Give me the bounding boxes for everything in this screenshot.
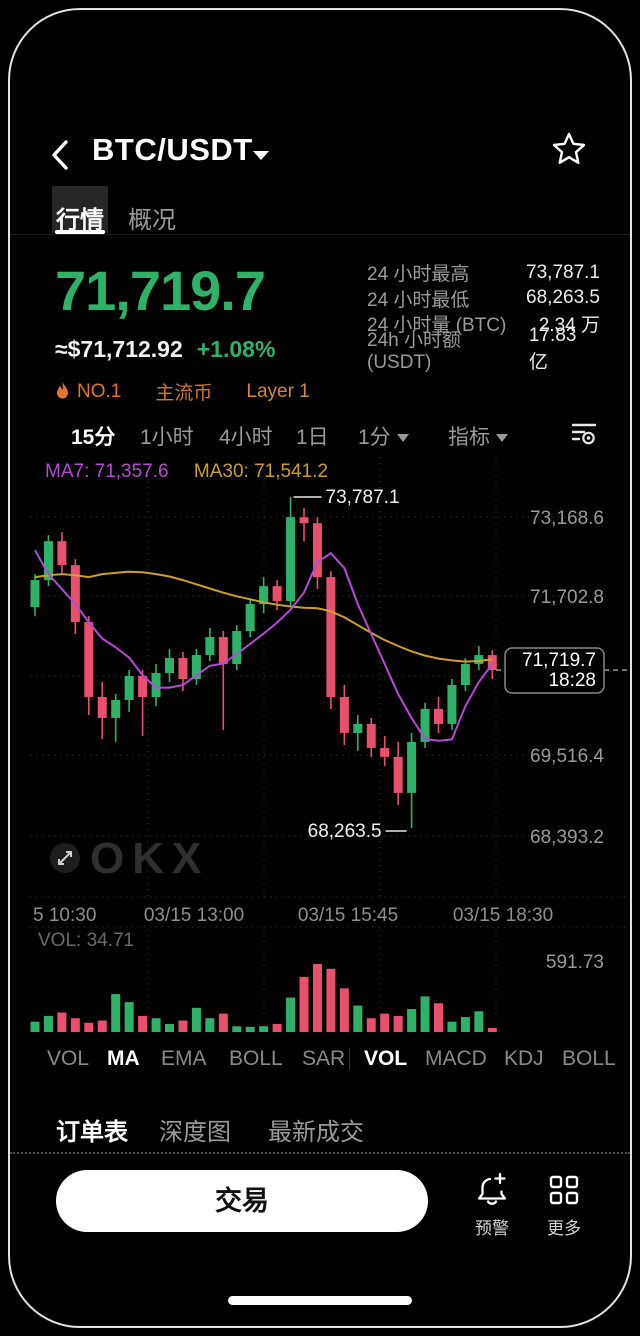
chart-settings-icon[interactable] [571,420,597,446]
timeframe-4h[interactable]: 4小时 [219,426,273,449]
axis-labels: 73,168.6 71,702.8 69,516.4 68,393.2 5 10:30 0… [33,508,604,926]
favorite-star-icon[interactable] [550,130,588,168]
fiat-price: ≈$71,712.92 [55,336,183,362]
tabs-divider [10,234,630,235]
svg-text:73,168.6: 73,168.6 [530,508,604,529]
alert-label: 预警 [475,1219,509,1238]
chart-annotations: 73,787.1 68,263.5 [293,487,407,842]
last-price: 71,719.7 [55,259,266,322]
svg-text:03/15 15:45: 03/15 15:45 [298,905,398,926]
stats-panel: 24 小时最高 73,787.1 24 小时最低 68,263.5 24 小时量… [367,260,600,373]
ma7 [34,549,494,742]
pair-dropdown-caret-icon[interactable] [252,150,270,161]
trade-button[interactable]: 交易 [56,1170,428,1232]
badge-layer1[interactable]: Layer 1 [246,380,310,402]
interval-dropdown[interactable]: 1分 [358,421,409,451]
badge-mainstream[interactable]: 主流币 [155,383,213,404]
volume-legend: VOL: 34.71 [38,930,135,951]
ma7-legend: MA7: 71,357.6 [45,461,169,482]
ma30-line [34,570,493,663]
svg-text:03/15 18:30: 03/15 18:30 [453,905,553,926]
ma7-line [34,549,494,742]
svg-text:68,393.2: 68,393.2 [530,827,604,848]
ma-legend: MA7: 71,357.6 MA30: 71,541.2 [45,461,348,483]
change-percent: +1.08% [196,336,276,362]
chevron-down-icon [396,434,409,443]
chevron-down-icon [496,434,508,443]
indicator-ema[interactable]: EMA [161,1047,207,1070]
current-price-tag: 71,719.718:28 [496,647,628,694]
indicator-divider [349,1048,350,1070]
tab-depth-chart[interactable]: 深度图 [159,1119,231,1146]
back-button[interactable] [48,138,72,172]
tab-overview[interactable]: 概况 [128,207,176,234]
svg-text:71,719.7: 71,719.7 [522,650,596,671]
bottom-separator [10,1152,630,1154]
indicator-macd[interactable]: MACD [425,1047,487,1070]
chart-grid [30,457,628,1032]
tab-active-underline [55,230,105,234]
svg-text:69,516.4: 69,516.4 [530,746,604,767]
alert-bell-plus-icon[interactable] [474,1170,510,1208]
indicator-boll[interactable]: BOLL [229,1047,283,1070]
timeframe-15m[interactable]: 15分 [71,426,116,449]
home-indicator[interactable] [228,1296,412,1305]
flame-icon [57,381,68,398]
indicator-kdj[interactable]: KDJ [504,1047,544,1070]
chart-expand-button[interactable] [49,842,81,874]
svg-text:03/15 13:00: 03/15 13:00 [144,905,244,926]
more-label: 更多 [547,1219,581,1238]
more-grid-icon[interactable] [548,1174,580,1206]
svg-text:18:28: 18:28 [548,670,596,691]
ma30 [34,570,493,663]
svg-text:73,787.1: 73,787.1 [326,487,400,508]
tab-order-book[interactable]: 订单表 [56,1119,128,1146]
stat-row-high: 24 小时最高 73,787.1 [367,261,600,286]
svg-text:71,702.8: 71,702.8 [530,587,604,608]
svg-text:5 10:30: 5 10:30 [33,905,96,926]
okx-watermark: OKX [90,834,210,883]
stat-row-low: 24 小时最低 68,263.5 [367,287,600,311]
timeframe-1d[interactable]: 1日 [296,426,329,449]
tab-market-highlight [52,186,108,233]
volume-layer [30,964,497,1032]
stat-row-volume: 24 小时量 (BTC) 2.34 万 [367,315,600,337]
timeframe-1h[interactable]: 1小时 [140,426,194,449]
indicator-sar[interactable]: SAR [302,1047,346,1070]
indicator-boll-sub[interactable]: BOLL [562,1047,616,1070]
badge-row: NO.1 主流币 Layer 1 [55,378,344,405]
badge-rank[interactable]: NO.1 [55,381,121,403]
indicator-dropdown[interactable]: 指标 [448,421,508,451]
pair-title[interactable]: BTC/USDT [92,132,253,167]
ma30-legend: MA30: 71,541.2 [193,461,329,482]
volume-axis-label: 591.73 [545,952,604,973]
indicator-vol-sub[interactable]: VOL [364,1047,408,1070]
stat-row-turnover: 24h 小时额 (USDT) 17.83 亿 [367,324,577,373]
candlestick-layer [30,497,497,829]
tab-latest-trades[interactable]: 最新成交 [268,1119,364,1146]
chevron-left-icon [52,140,68,170]
indicator-ma[interactable]: MA [107,1047,140,1070]
indicator-vol-main[interactable]: VOL [47,1047,90,1070]
fiat-price-row: ≈$71,712.92 +1.08% [55,336,275,363]
svg-text:68,263.5: 68,263.5 [308,821,382,842]
tab-market[interactable]: 行情 [56,207,104,234]
